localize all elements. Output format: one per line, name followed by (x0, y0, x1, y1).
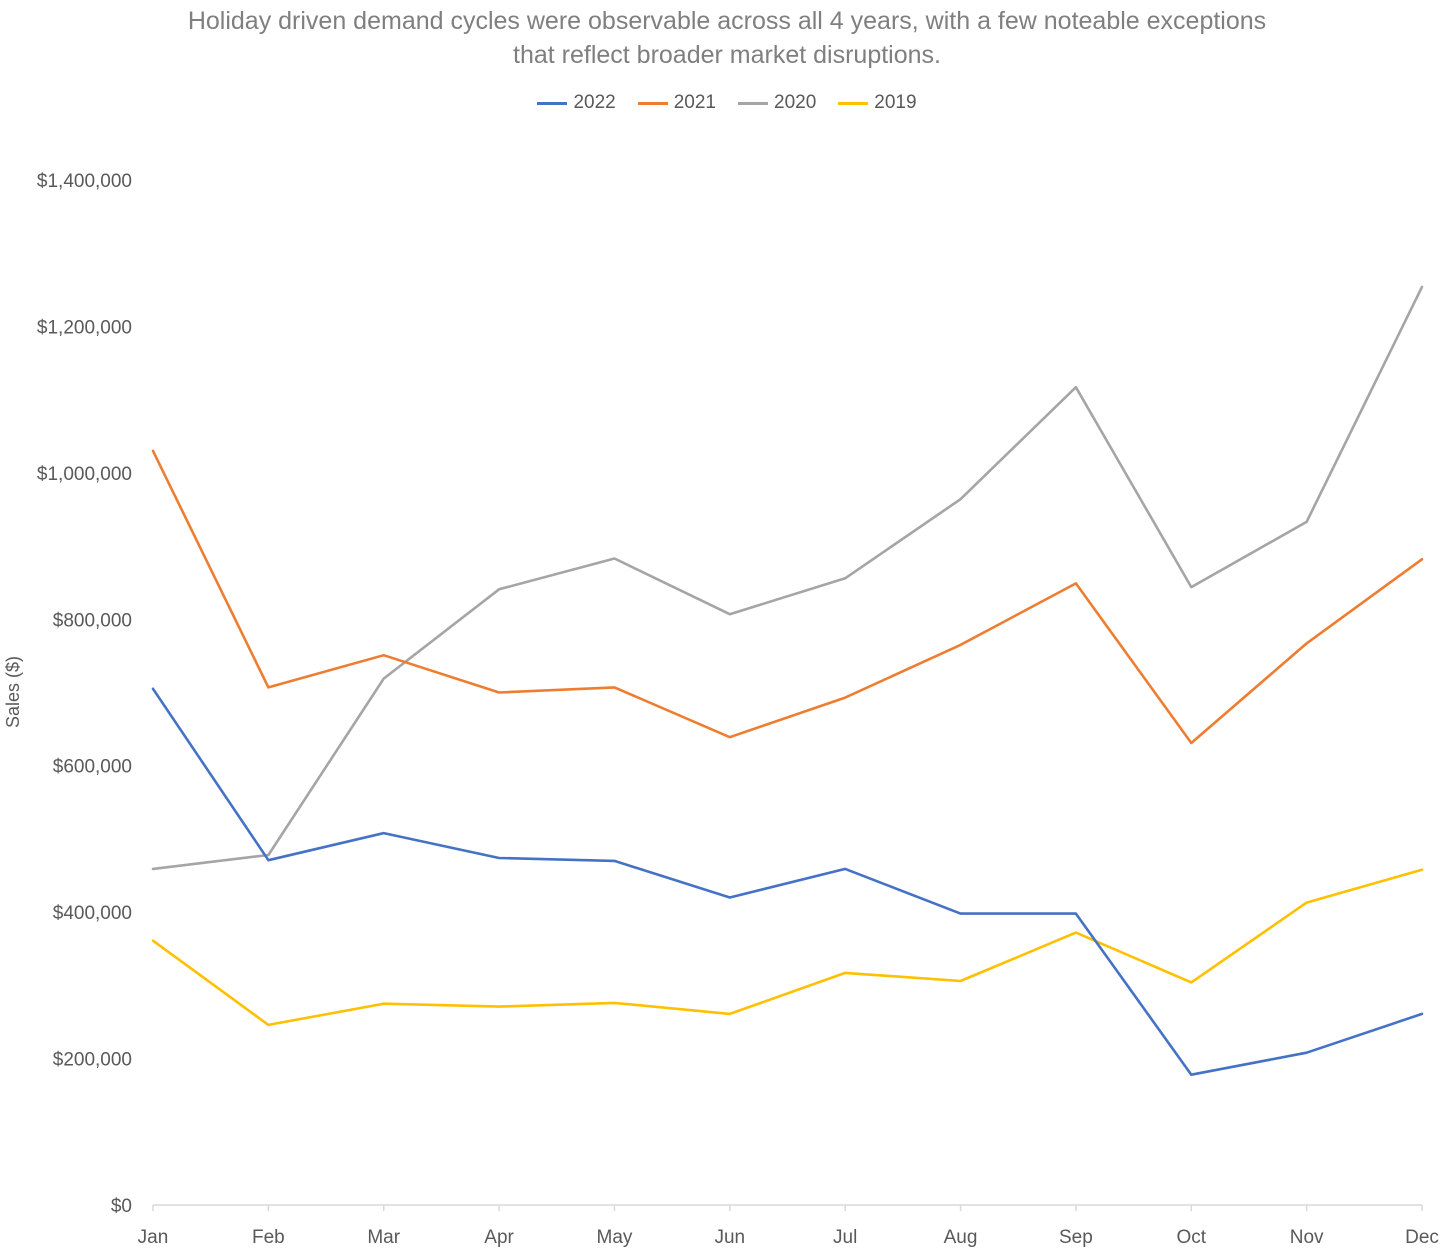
chart-legend: 2022 2021 2020 2019 (0, 92, 1454, 114)
x-tick-label: Apr (484, 1227, 514, 1248)
y-tick-label: $1,200,000 (37, 317, 132, 338)
y-axis: $0 $200,000 $400,000 $600,000 $800,000 $1,000… (37, 171, 132, 1217)
x-axis: Jan Feb Mar Apr May Jun Jul Aug Sep Oct Nov Dec (138, 1204, 1439, 1248)
x-tick-label: Jun (714, 1227, 745, 1248)
x-tick-label: Aug (944, 1227, 978, 1248)
series-layer (151, 285, 1424, 1076)
legend-label-2021: 2021 (673, 92, 716, 113)
y-axis-title: Sales ($) (3, 656, 23, 728)
legend-swatch-2020 (738, 101, 768, 105)
x-tick-label: Sep (1059, 1227, 1093, 1248)
legend-item-2020: 2020 (738, 92, 816, 114)
legend-label-2022: 2022 (573, 92, 616, 113)
x-tick-label: Feb (252, 1227, 285, 1248)
x-tick-label: Mar (367, 1227, 400, 1248)
x-tick-label: May (597, 1227, 633, 1248)
x-tick-label: Dec (1405, 1227, 1439, 1248)
series-line-2020 (151, 285, 1424, 871)
x-tick-label: Nov (1290, 1227, 1324, 1248)
legend-label-2020: 2020 (774, 92, 817, 113)
legend-item-2019: 2019 (838, 92, 917, 114)
legend-swatch-2022 (537, 101, 568, 105)
y-tick-label: $200,000 (53, 1050, 132, 1071)
chart-title-line-2: that reflect broader market disruptions. (513, 41, 941, 69)
legend-swatch-2019 (838, 101, 869, 105)
chart-title-line-1: Holiday driven demand cycles were observ… (187, 7, 1267, 35)
series-line-2021 (151, 449, 1424, 745)
y-tick-label: $1,400,000 (37, 171, 132, 192)
y-tick-label: $1,000,000 (37, 464, 132, 485)
x-tick-label: Jul (833, 1227, 857, 1248)
legend-item-2022: 2022 (537, 92, 616, 114)
legend-swatch-2021 (637, 101, 668, 105)
y-tick-label: $800,000 (53, 610, 132, 631)
legend-label-2019: 2019 (874, 92, 917, 113)
y-tick-label: $600,000 (53, 757, 132, 778)
series-line-2019 (151, 868, 1424, 1027)
x-tick-label: Oct (1176, 1227, 1206, 1248)
legend-item-2021: 2021 (637, 92, 716, 114)
y-tick-label: $0 (111, 1196, 132, 1217)
series-line-2022 (151, 687, 1424, 1076)
x-tick-label: Jan (138, 1227, 169, 1248)
chart-title: Holiday driven demand cycles were observ… (0, 4, 1454, 72)
y-tick-label: $400,000 (53, 903, 132, 924)
